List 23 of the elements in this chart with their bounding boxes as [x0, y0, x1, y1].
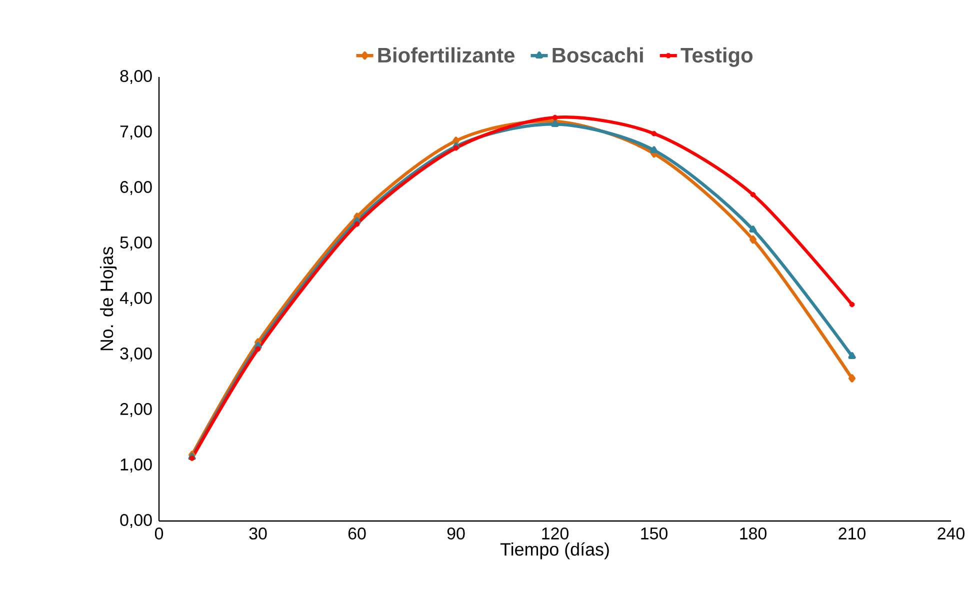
legend-label: Boscachi: [552, 47, 643, 63]
x-tick-label: 90: [447, 527, 465, 540]
legend-label: Biofertilizante: [378, 47, 514, 63]
y-tick-label: 4,00: [120, 292, 152, 306]
x-tick-label: 120: [542, 527, 568, 540]
y-tick-label: 5,00: [120, 236, 152, 250]
y-axis-title: No. de Hojas: [100, 246, 117, 350]
x-tick-label: 210: [838, 527, 866, 540]
y-tick-label: 8,00: [120, 70, 152, 84]
x-tick-label: 30: [249, 527, 267, 540]
x-axis-title: Tiempo (días): [500, 542, 609, 560]
y-tick-label: 7,00: [120, 125, 152, 140]
x-tick-label: 240: [938, 527, 964, 540]
legend-label: Testigo: [680, 47, 753, 67]
y-tick-label: 1,00: [120, 458, 152, 472]
y-tick-label: 6,00: [120, 180, 152, 195]
x-tick-label: 150: [641, 527, 668, 540]
y-tick-label: 3,00: [120, 347, 152, 362]
x-tick-label: 180: [740, 527, 766, 540]
x-tick-label: 60: [348, 527, 366, 540]
y-tick-label: 2,00: [120, 402, 152, 417]
x-tick-label: 0: [154, 527, 164, 540]
y-tick-label: 0,00: [120, 514, 152, 528]
